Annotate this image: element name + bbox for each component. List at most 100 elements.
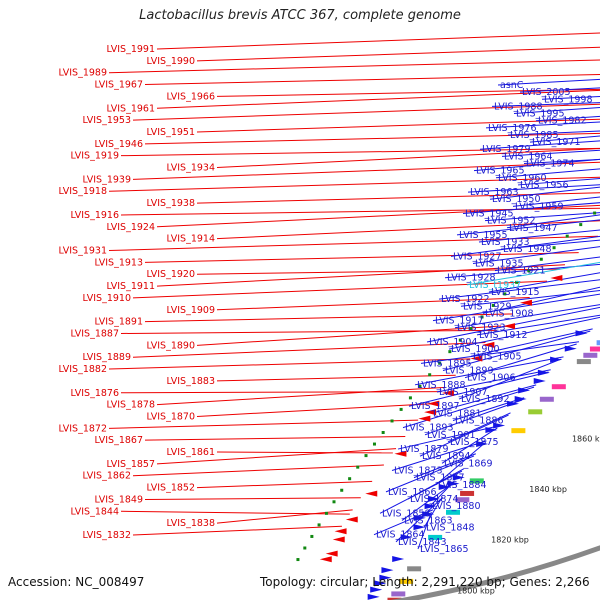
left-gene-label: LVIS_1931 — [58, 246, 107, 257]
left-leader-line — [216, 147, 600, 169]
forward-gene-arrow — [365, 490, 378, 497]
forward-gene-arrow — [394, 450, 407, 457]
forward-gene-arrow — [427, 400, 440, 407]
right-leader-line — [472, 246, 600, 264]
reverse-gene-arrow — [422, 511, 435, 518]
right-gene-label: LVIS_1912 — [479, 330, 528, 341]
right-gene-label: LVIS_1948 — [503, 244, 552, 255]
left-gene-label: LVIS_1939 — [82, 174, 131, 185]
right-leader-line — [517, 177, 600, 186]
tick-dot — [503, 292, 507, 296]
cog-bar — [511, 428, 526, 434]
right-leader-line — [491, 102, 600, 107]
right-gene-label: LVIS_1979 — [482, 144, 531, 155]
left-gene-label: LVIS_1916 — [70, 210, 119, 221]
kbp-label: 1860 kbp — [572, 434, 600, 443]
left-gene-label: LVIS_1911 — [106, 281, 155, 292]
right-gene-label: LVIS_1880 — [432, 501, 481, 512]
gene-features — [319, 275, 600, 600]
tick-dot — [364, 454, 368, 458]
left-leader-line — [216, 509, 353, 524]
right-gene-label: LVIS_1864 — [376, 530, 425, 541]
right-gene-label: LVIS_1960 — [498, 173, 547, 184]
right-leader-line — [489, 186, 600, 200]
forward-gene-arrow — [345, 516, 358, 523]
tick-dot — [372, 442, 376, 446]
reverse-gene-arrow — [514, 396, 527, 403]
left-gene-label: LVIS_1909 — [166, 305, 215, 316]
right-gene-label: LVIS_1971 — [532, 137, 581, 148]
cog-bar — [528, 409, 543, 415]
left-gene-label: LVIS_1889 — [82, 352, 131, 363]
left-gene-label: LVIS_1872 — [58, 423, 107, 434]
reverse-gene-arrow — [438, 484, 451, 491]
left-gene-label: LVIS_1852 — [146, 483, 195, 494]
left-gene-label: LVIS_1934 — [166, 163, 215, 174]
cog-bar — [407, 566, 422, 572]
left-leader-line — [144, 497, 361, 500]
cog-bar — [539, 396, 554, 402]
right-gene-label: LVIS_1865 — [420, 544, 469, 555]
reverse-gene-arrow — [370, 586, 383, 593]
left-leader-line — [216, 451, 393, 454]
right-gene-label: LVIS_1950 — [492, 194, 541, 205]
right-leader-line — [432, 293, 600, 322]
right-gene-label: LVIS_2005 — [522, 87, 571, 98]
right-gene-label: LVIS_1893 — [405, 423, 454, 434]
right-gene-label: LVIS_1895 — [423, 358, 472, 369]
reverse-gene-arrow — [413, 514, 426, 521]
tick-dot — [317, 523, 321, 527]
right-leader-line — [476, 314, 600, 336]
map-title: Lactobacillus brevis ATCC 367, complete … — [139, 8, 461, 23]
tick-marks — [296, 211, 597, 562]
tick-dot — [469, 327, 473, 331]
right-leader-line — [444, 263, 600, 279]
cog-bar — [576, 359, 591, 365]
genome-backbone — [390, 545, 600, 600]
cog-bar — [428, 534, 443, 540]
left-gene-label: LVIS_1887 — [70, 328, 119, 339]
left-gene-label: LVIS_1878 — [106, 400, 155, 411]
tick-dot — [332, 500, 336, 504]
forward-gene-arrow — [441, 389, 454, 396]
right-leader-line — [448, 316, 600, 350]
left-gene-label: LVIS_1867 — [94, 435, 143, 446]
cog-bar — [583, 352, 598, 358]
right-leader-line — [419, 414, 509, 457]
left-leader-line — [196, 325, 502, 346]
left-leader-line — [156, 89, 600, 109]
left-gene-label: LVIS_1883 — [166, 376, 215, 387]
right-leader-line — [458, 358, 562, 400]
left-gene-label: LVIS_1913 — [94, 257, 143, 268]
right-gene-label: LVIS_1935 — [475, 258, 524, 269]
left-gene-label: LVIS_1924 — [106, 222, 155, 233]
right-gene-label: LVIS_1915 — [491, 287, 540, 298]
left-gene-label: LVIS_1918 — [58, 186, 107, 197]
reverse-gene-arrow — [493, 422, 506, 429]
right-gene-label: LVIS_1877 — [416, 473, 465, 484]
right-gene-label: LVIS_1881 — [433, 408, 482, 419]
right-gene-label: LVIS_1922 — [441, 294, 490, 305]
tick-dot — [593, 211, 597, 215]
reverse-gene-arrow — [533, 378, 546, 385]
left-leader-line — [132, 280, 548, 299]
tick-dot — [390, 419, 394, 423]
reverse-gene-arrow — [518, 387, 531, 394]
cog-bar — [455, 497, 470, 503]
backbone-arc — [390, 545, 600, 600]
left-leader-line — [108, 176, 600, 192]
left-gene-label: LVIS_1870 — [146, 411, 195, 422]
tick-dot — [515, 280, 519, 284]
left-leader-line — [108, 358, 471, 370]
cog-bar — [551, 384, 566, 390]
left-gene-label: LVIS_1990 — [146, 56, 195, 67]
right-leader-line — [495, 168, 600, 179]
right-gene-label: LVIS_1900 — [451, 344, 500, 355]
tick-dot — [527, 269, 531, 273]
reverse-gene-arrow — [537, 369, 550, 376]
reverse-gene-arrow — [447, 480, 460, 487]
right-leader-line — [462, 202, 600, 214]
right-leader-line — [488, 272, 600, 293]
left-leader-line — [216, 220, 600, 240]
tick-dot — [428, 373, 432, 377]
